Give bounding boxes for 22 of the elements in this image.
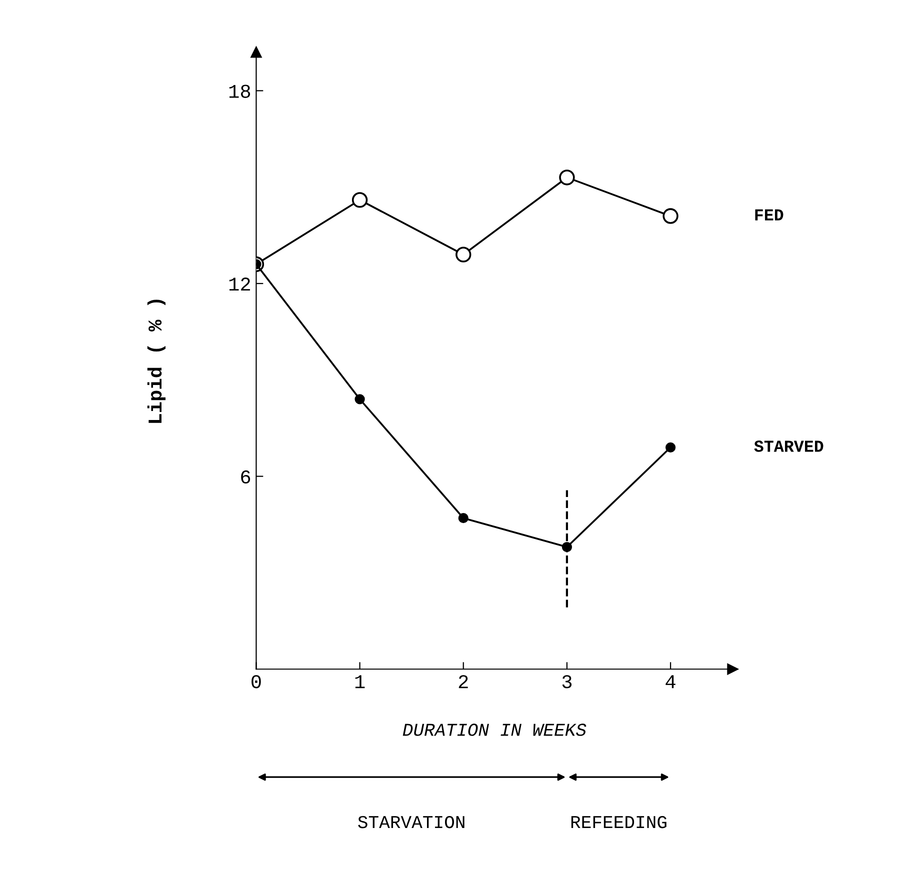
point <box>456 246 472 262</box>
y-tick-label: 6 <box>241 470 250 484</box>
text: FED <box>755 209 784 220</box>
point <box>458 513 468 524</box>
point <box>354 394 365 404</box>
point <box>662 208 678 224</box>
y-tick-label: 18 <box>229 84 250 98</box>
x-axis-title: DURATION IN WEEKS <box>402 724 586 736</box>
point <box>352 192 368 208</box>
text: STARVED <box>754 440 824 452</box>
y-tick-label: 12 <box>229 278 250 291</box>
point <box>665 442 676 452</box>
point <box>559 170 575 186</box>
text: STARVATION <box>358 816 464 828</box>
text: REFEEDING <box>571 816 666 828</box>
x-tick-label: 1 <box>355 675 365 688</box>
x-tick-label: 0 <box>252 675 261 688</box>
x-tick-label: 3 <box>562 675 572 688</box>
x-tick-label: 2 <box>458 675 468 688</box>
y-axis-title: Lipid ( % ) <box>147 300 166 423</box>
x-tick-label: 4 <box>666 675 676 688</box>
point <box>562 542 572 552</box>
